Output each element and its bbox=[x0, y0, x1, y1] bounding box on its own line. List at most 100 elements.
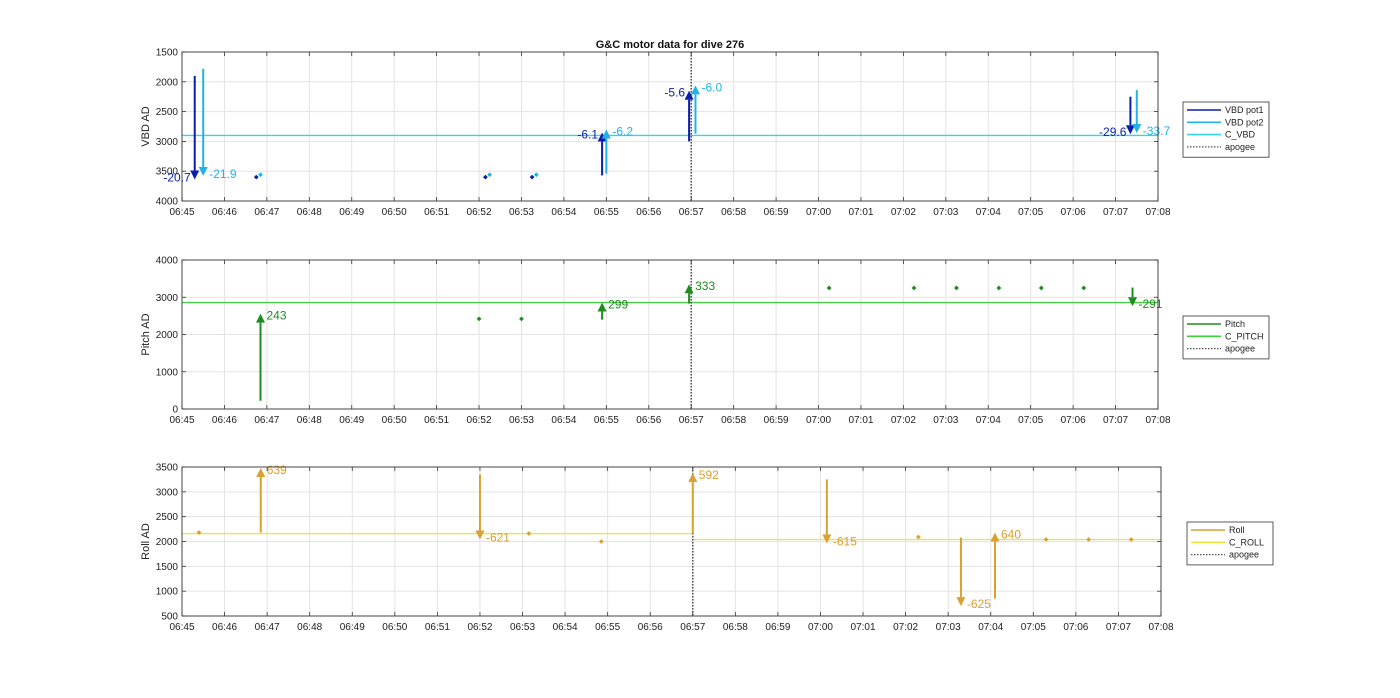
x-tick-label: 07:06 bbox=[1063, 622, 1088, 633]
x-tick-label: 06:54 bbox=[553, 622, 578, 633]
legend-label: C_PITCH bbox=[1225, 331, 1264, 341]
x-tick-label: 06:50 bbox=[382, 622, 407, 633]
y-tick-label: 3500 bbox=[156, 463, 179, 474]
arrow-head bbox=[956, 597, 966, 607]
x-tick-label: 07:07 bbox=[1103, 415, 1128, 426]
x-tick-label: 07:05 bbox=[1018, 415, 1043, 426]
arrow-head bbox=[597, 132, 607, 142]
legend-label: VBD pot1 bbox=[1225, 105, 1264, 115]
y-tick-label: 1500 bbox=[156, 48, 179, 59]
x-tick-label: 06:52 bbox=[467, 207, 492, 218]
data-point bbox=[1378, 93, 1383, 98]
x-tick-label: 06:59 bbox=[764, 207, 789, 218]
arrow-label: -291 bbox=[1139, 297, 1163, 311]
x-tick-label: 06:56 bbox=[638, 622, 663, 633]
x-tick-label: 06:50 bbox=[382, 415, 407, 426]
x-tick-label: 06:53 bbox=[510, 622, 535, 633]
x-tick-label: 06:51 bbox=[425, 622, 450, 633]
x-tick-label: 06:52 bbox=[467, 415, 492, 426]
y-tick-label: 1000 bbox=[156, 587, 179, 598]
y-tick-label: 3500 bbox=[156, 167, 179, 178]
arrow-head bbox=[822, 534, 832, 544]
x-tick-label: 06:57 bbox=[679, 207, 704, 218]
plot-border bbox=[181, 51, 1159, 202]
plot-content bbox=[182, 260, 1158, 409]
arrow-head bbox=[688, 472, 698, 482]
x-tick-label: 06:58 bbox=[723, 622, 748, 633]
y-tick-label: 2000 bbox=[156, 330, 179, 341]
y-tick-label: 3000 bbox=[156, 487, 179, 498]
legend-box bbox=[1182, 315, 1270, 360]
arrow-label: -6.1 bbox=[577, 127, 598, 141]
arrow-head bbox=[597, 302, 607, 312]
arrow-head bbox=[475, 530, 485, 540]
x-tick-label: 07:08 bbox=[1145, 415, 1170, 426]
data-point bbox=[1251, 88, 1256, 93]
arrow-label: 592 bbox=[699, 468, 719, 482]
plot-content bbox=[182, 52, 1383, 201]
data-point bbox=[996, 285, 1002, 291]
x-tick-label: 06:53 bbox=[509, 415, 534, 426]
y-tick-label: 2000 bbox=[156, 77, 179, 88]
plot-border bbox=[181, 466, 1162, 617]
x-tick-label: 07:04 bbox=[978, 622, 1003, 633]
x-tick-label: 06:56 bbox=[636, 415, 661, 426]
x-tick-label: 07:03 bbox=[933, 415, 958, 426]
arrow-label: -5.6 bbox=[664, 86, 685, 100]
legend-label: apogee bbox=[1225, 344, 1255, 354]
y-tick-label: 500 bbox=[161, 612, 178, 623]
arrow-head bbox=[1132, 124, 1142, 134]
x-tick-label: 06:48 bbox=[297, 207, 322, 218]
arrow-label: -33.7 bbox=[1143, 124, 1171, 138]
data-point bbox=[1081, 285, 1087, 291]
x-tick-label: 06:55 bbox=[594, 207, 619, 218]
arrow-head bbox=[990, 532, 1000, 542]
x-tick-label: 06:47 bbox=[254, 415, 279, 426]
arrow-label: -625 bbox=[967, 597, 991, 611]
x-tick-label: 06:58 bbox=[721, 415, 746, 426]
chart-panel-1: 06:45 06:46 06:47 06:48 06:49 06:50 06:51 06:52… bbox=[140, 48, 1383, 218]
x-tick-label: 07:01 bbox=[851, 622, 876, 633]
y-tick-label: 2000 bbox=[156, 537, 179, 548]
arrow-head bbox=[256, 467, 266, 477]
data-point bbox=[253, 174, 259, 180]
arrow-label: -6.0 bbox=[701, 80, 722, 94]
data-point bbox=[1128, 537, 1134, 542]
x-tick-label: 06:46 bbox=[212, 207, 237, 218]
data-point bbox=[915, 534, 921, 540]
data-point bbox=[1340, 87, 1345, 92]
data-point bbox=[533, 172, 539, 178]
x-tick-label: 07:03 bbox=[933, 207, 958, 218]
x-tick-label: 06:54 bbox=[551, 207, 576, 218]
x-tick-label: 07:01 bbox=[848, 207, 873, 218]
arrow-head bbox=[190, 170, 200, 180]
x-tick-label: 07:07 bbox=[1103, 207, 1128, 218]
x-tick-label: 06:54 bbox=[551, 415, 576, 426]
x-tick-label: 06:57 bbox=[679, 415, 704, 426]
x-tick-label: 07:04 bbox=[976, 415, 1001, 426]
x-tick-label: 07:08 bbox=[1145, 207, 1170, 218]
arrow-head bbox=[1125, 125, 1135, 135]
y-tick-label: 1000 bbox=[156, 367, 179, 378]
y-tick-label: 4000 bbox=[156, 197, 179, 208]
chart-panel-2: 06:45 06:46 06:47 06:48 06:49 06:50 06:51 06:52… bbox=[140, 256, 1270, 426]
x-tick-label: 06:50 bbox=[382, 207, 407, 218]
x-tick-label: 06:47 bbox=[254, 207, 279, 218]
y-tick-label: 3000 bbox=[156, 137, 179, 148]
x-tick-label: 07:04 bbox=[976, 207, 1001, 218]
data-point bbox=[487, 172, 493, 178]
data-point bbox=[1247, 93, 1252, 98]
data-point bbox=[258, 172, 263, 178]
legend-label: VBD pot2 bbox=[1225, 117, 1264, 127]
x-tick-label: 06:57 bbox=[680, 622, 705, 633]
x-tick-label: 06:49 bbox=[339, 207, 364, 218]
x-tick-label: 06:45 bbox=[169, 207, 194, 218]
data-point bbox=[529, 174, 535, 180]
data-point bbox=[954, 285, 959, 291]
x-tick-label: 06:51 bbox=[424, 415, 449, 426]
y-tick-label: 2500 bbox=[156, 107, 179, 118]
x-tick-label: 07:06 bbox=[1061, 415, 1086, 426]
